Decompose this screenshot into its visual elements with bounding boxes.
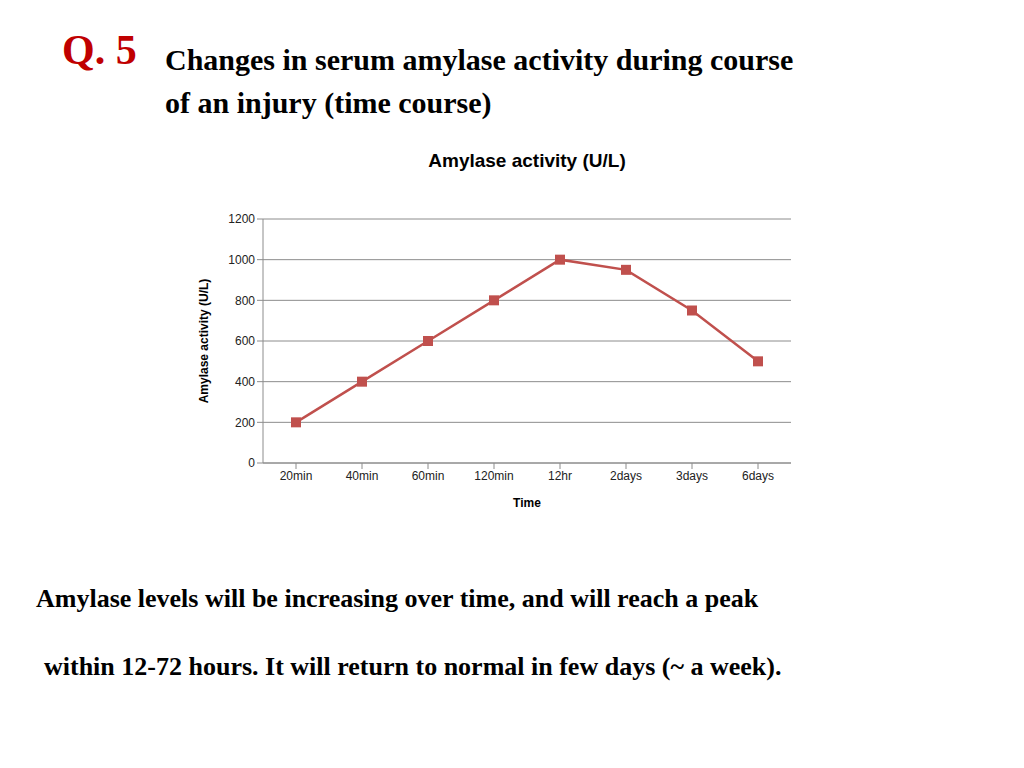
svg-text:20min: 20min: [280, 469, 313, 483]
html-text:Q. 5: Q. 5: [62, 27, 137, 73]
html-text:Amylase levels will be increas: Amylase levels will be increasing over t…: [36, 584, 759, 613]
svg-text:120min: 120min: [474, 469, 513, 483]
svg-text:6days: 6days: [742, 469, 774, 483]
svg-text:1200: 1200: [228, 212, 255, 226]
html-text:within 12-72 hours. It will re: within 12-72 hours. It will return to no…: [44, 652, 782, 681]
svg-text:3days: 3days: [676, 469, 708, 483]
svg-text:2days: 2days: [610, 469, 642, 483]
svg-text:12hr: 12hr: [548, 469, 572, 483]
html-text:Changes in serum amylase activ: Changes in serum amylase activity during…: [165, 43, 794, 76]
html-text:Amylase activity (U/L): Amylase activity (U/L): [428, 150, 626, 171]
svg-text:1000: 1000: [228, 253, 255, 267]
svg-text:400: 400: [235, 375, 255, 389]
svg-text:0: 0: [248, 456, 255, 470]
svg-text:Time: Time: [513, 496, 541, 510]
svg-text:800: 800: [235, 294, 255, 308]
svg-text:40min: 40min: [346, 469, 379, 483]
svg-text:60min: 60min: [412, 469, 445, 483]
svg-text:Amylase activity (U/L): Amylase activity (U/L): [197, 279, 211, 404]
svg-text:200: 200: [235, 416, 255, 430]
html-text:of an injury (time course): of an injury (time course): [165, 86, 492, 119]
svg-text:600: 600: [235, 334, 255, 348]
